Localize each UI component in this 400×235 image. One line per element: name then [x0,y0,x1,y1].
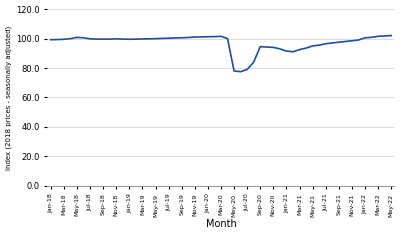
Y-axis label: Index (2018 prices - seasonally adjusted): Index (2018 prices - seasonally adjusted… [6,25,12,170]
X-axis label: Month: Month [206,219,236,229]
